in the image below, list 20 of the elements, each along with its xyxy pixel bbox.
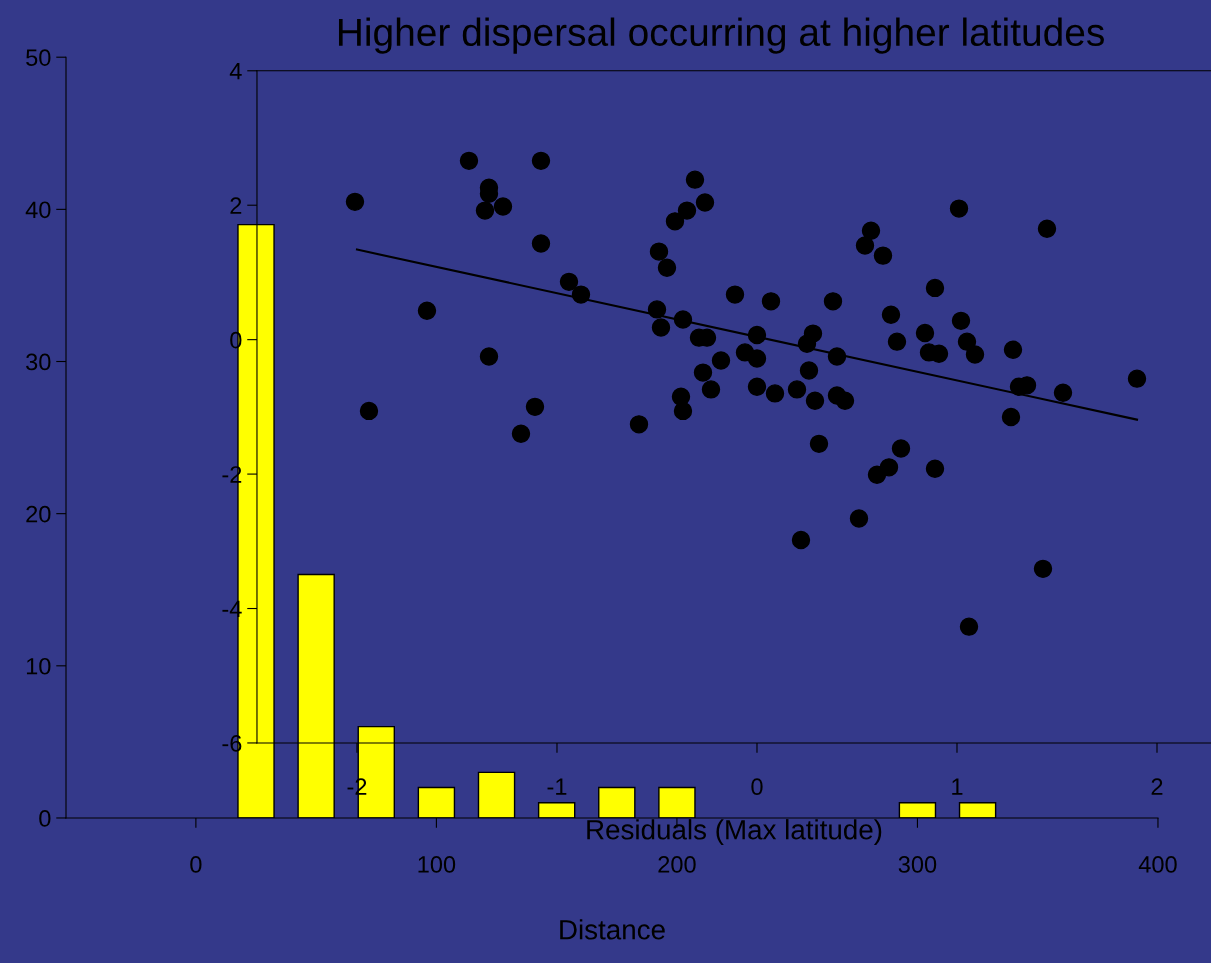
y-tick-label: 50 — [26, 49, 51, 66]
x-tick-label: 400 — [1138, 856, 1177, 873]
y-tick-label: 40 — [25, 201, 51, 219]
x-axis-title: Residuals (Max latitude) — [587, 819, 882, 846]
x-tick-label: 300 — [898, 856, 937, 873]
x-axis-title: Distance — [560, 919, 665, 940]
y-tick-label: 30 — [26, 353, 51, 371]
x-tick-label: 100 — [418, 856, 456, 873]
y-tick-label: 0 — [39, 810, 51, 827]
x-tick-label: 200 — [658, 856, 696, 873]
x-tick-label: 1 — [952, 778, 963, 795]
x-tick-label: 0 — [751, 778, 763, 796]
y-tick-label: 4 — [229, 63, 242, 80]
x-tick-label: -1 — [547, 778, 567, 795]
chart-title: Higher dispersal occurring at higher latitudes — [338, 17, 1104, 54]
x-tick-label: 0 — [190, 856, 202, 873]
x-tick-label: 2 — [1151, 778, 1163, 795]
y-tick-label: 2 — [230, 197, 242, 214]
y-tick-label: 20 — [26, 505, 51, 523]
y-tick-label: 10 — [26, 657, 51, 675]
